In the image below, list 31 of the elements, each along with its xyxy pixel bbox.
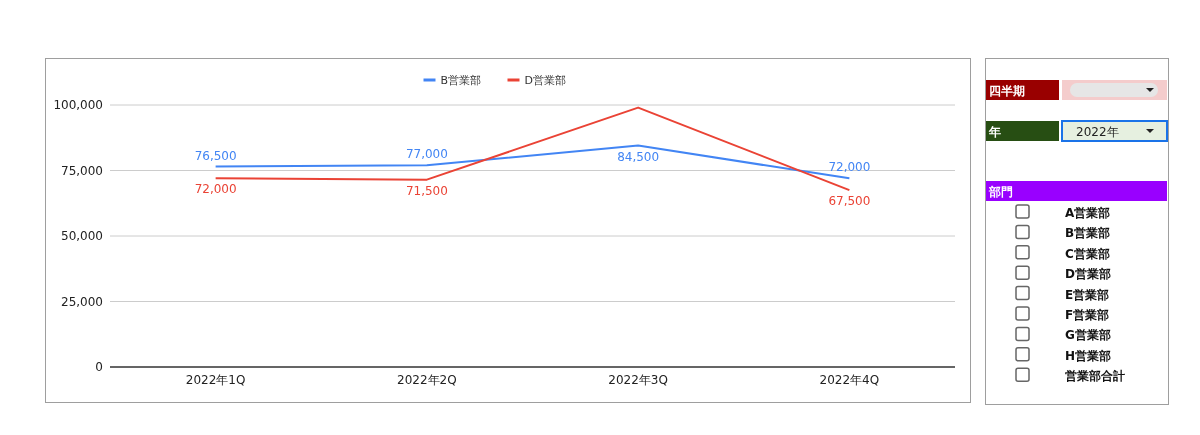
text: A営業部 (1065, 206, 1111, 220)
text: F営業部 (1065, 308, 1110, 322)
text: 四半期 (989, 84, 1025, 98)
x-tick-label: 2022年2Q (397, 373, 457, 387)
x-tick-label: 2022年3Q (608, 373, 668, 387)
y-tick-label: 25,000 (61, 294, 103, 309)
data-label: 67,500 (828, 194, 871, 209)
text: D営業部 (1065, 267, 1111, 282)
data-label: 72,000 (828, 160, 871, 175)
y-tick-label: 100,000 (53, 98, 103, 112)
text: E営業部 (1065, 287, 1110, 302)
data-label: 77,000 (405, 147, 448, 162)
y-tick-label: 0 (95, 360, 103, 374)
text: 営業部合計 (1065, 369, 1125, 384)
y-tick-label: 50,000 (61, 229, 103, 243)
x-tick-label: 2022年4Q (819, 373, 880, 387)
x-tick-label: 2022年1Q (185, 373, 246, 387)
text: 年 (988, 125, 1001, 139)
text: G営業部 (1065, 328, 1111, 343)
text: B営業部 (1065, 226, 1111, 241)
legend-label: D営業部 (524, 74, 566, 87)
text: 2022年 (1076, 125, 1119, 139)
legend-label: B営業部 (440, 74, 482, 87)
data-label: 84,500 (617, 149, 660, 164)
data-label: 72,000 (194, 182, 237, 197)
data-label: 71,500 (405, 183, 448, 198)
text: C営業部 (1065, 246, 1110, 261)
text: H営業部 (1065, 348, 1112, 363)
y-tick-label: 75,000 (61, 163, 103, 178)
text: 部門 (988, 185, 1013, 199)
data-label: 76,500 (194, 148, 237, 163)
